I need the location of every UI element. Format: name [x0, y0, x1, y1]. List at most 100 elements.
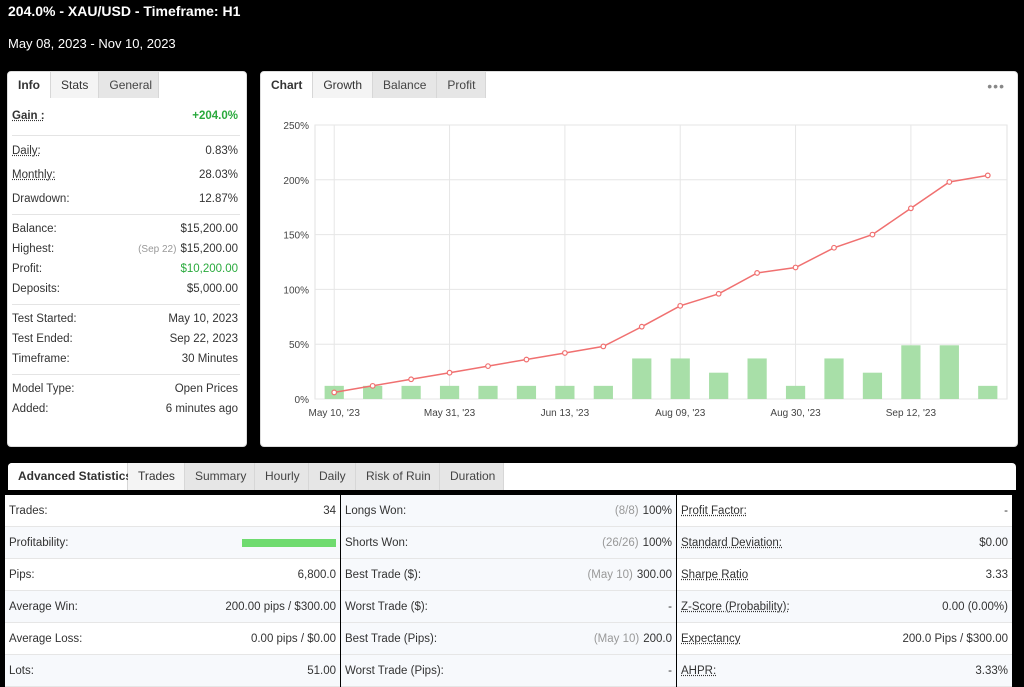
model-type-value: Open Prices	[175, 383, 238, 395]
tab-daily[interactable]: Daily	[309, 463, 356, 490]
deposits-label: Deposits:	[12, 283, 187, 295]
y-tick-label: 250%	[283, 121, 309, 132]
tab-advanced-statistics[interactable]: Advanced Statistics	[8, 463, 128, 490]
stat-row-best-trade: Best Trade ($): (May 10) 300.00	[341, 559, 676, 591]
stat-row-z-score-probability: Z-Score (Probability): 0.00 (0.00%)	[677, 591, 1012, 623]
tab-stats[interactable]: Stats	[51, 72, 99, 98]
info-row-highest: Highest: (Sep 22) $15,200.00	[12, 239, 238, 259]
stat-note: (May 10)	[594, 633, 639, 645]
stat-value: 3.33	[986, 569, 1008, 581]
tab-hourly[interactable]: Hourly	[255, 463, 309, 490]
chart-bar	[978, 386, 997, 399]
tab-balance[interactable]: Balance	[373, 72, 437, 98]
model-type-label: Model Type:	[12, 383, 175, 395]
stat-value: -	[668, 665, 672, 677]
tab-growth[interactable]: Growth	[313, 72, 373, 98]
x-tick-label: May 31, '23	[424, 408, 476, 419]
test-ended-value: Sep 22, 2023	[170, 333, 238, 345]
stat-value: 100%	[643, 505, 672, 517]
test-ended-label: Test Ended:	[12, 333, 170, 345]
test-started-label: Test Started:	[12, 313, 168, 325]
stats-column-2: Longs Won: (8/8) 100% Shorts Won: (26/26) 100…	[341, 495, 676, 687]
info-row-timeframe: Timeframe: 30 Minutes	[12, 349, 238, 369]
info-row-test-ended: Test Ended: Sep 22, 2023	[12, 329, 238, 349]
growth-point	[716, 291, 721, 296]
tab-summary[interactable]: Summary	[185, 463, 255, 490]
stat-value: -	[668, 601, 672, 613]
gain-label: Gain :	[12, 110, 192, 122]
stat-value: 0.00 (0.00%)	[942, 601, 1008, 613]
stat-row-average-win: Average Win: 200.00 pips / $300.00	[5, 591, 340, 623]
test-started-value: May 10, 2023	[168, 313, 238, 325]
chart-bar	[478, 386, 497, 399]
chart-tabs: Chart Growth Balance Profit	[261, 72, 1017, 98]
chart-bar	[555, 386, 574, 399]
info-row-balance: Balance: $15,200.00	[12, 219, 238, 239]
stat-row-sharpe-ratio: Sharpe Ratio 3.33	[677, 559, 1012, 591]
date-range: May 08, 2023 - Nov 10, 2023	[8, 36, 176, 51]
growth-point	[563, 351, 568, 356]
stat-value: 200.0 Pips / $300.00	[903, 633, 1009, 645]
stat-label: Expectancy	[681, 633, 903, 645]
profitability-bar	[242, 539, 336, 547]
x-tick-label: Jun 13, '23	[541, 408, 590, 419]
growth-point	[985, 173, 990, 178]
growth-point	[447, 370, 452, 375]
tab-general[interactable]: General	[99, 72, 159, 98]
profit-value: $10,200.00	[180, 263, 238, 275]
chart-bar	[748, 358, 767, 399]
stat-row-worst-trade: Worst Trade ($): -	[341, 591, 676, 623]
stat-label: Average Loss:	[9, 633, 251, 645]
chart-bar	[440, 386, 459, 399]
info-tabs: Info Stats General	[8, 72, 246, 98]
chart-bar	[402, 386, 421, 399]
info-row-gain: Gain : +204.0%	[12, 106, 238, 126]
info-row-daily: Daily: 0.83%	[12, 141, 238, 161]
stats-column-1: Trades: 34 Profitability: Pips: 6,800.0 Avera…	[5, 495, 340, 687]
stat-row-ahpr: AHPR: 3.33%	[677, 655, 1012, 687]
y-tick-label: 50%	[289, 340, 309, 351]
tab-risk-of-ruin[interactable]: Risk of Ruin	[356, 463, 440, 490]
tab-trades[interactable]: Trades	[128, 463, 185, 490]
stat-label: Sharpe Ratio	[681, 569, 986, 581]
x-tick-label: May 10, '23	[309, 408, 361, 419]
stat-label: Best Trade (Pips):	[345, 633, 594, 645]
growth-point	[486, 364, 491, 369]
tab-profit[interactable]: Profit	[437, 72, 486, 98]
growth-chart: 0%50%100%150%200%250%May 10, '23 May 31, …	[261, 100, 1017, 446]
highest-value: $15,200.00	[180, 243, 238, 255]
stat-value: 0.00 pips / $0.00	[251, 633, 336, 645]
stat-label: Pips:	[9, 569, 298, 581]
x-tick-label: Aug 30, '23	[770, 408, 821, 419]
balance-value: $15,200.00	[180, 223, 238, 235]
stat-label: Shorts Won:	[345, 537, 602, 549]
stat-label: Profitability:	[9, 537, 242, 549]
y-tick-label: 150%	[283, 231, 309, 242]
stat-row-average-loss: Average Loss: 0.00 pips / $0.00	[5, 623, 340, 655]
stat-row-longs-won: Longs Won: (8/8) 100%	[341, 495, 676, 527]
stat-row-expectancy: Expectancy 200.0 Pips / $300.00	[677, 623, 1012, 655]
stat-note: (May 10)	[587, 569, 632, 581]
chart-bar	[594, 386, 613, 399]
tab-duration[interactable]: Duration	[440, 463, 504, 490]
stat-value: 200.00 pips / $300.00	[225, 601, 336, 613]
daily-label: Daily:	[12, 145, 205, 157]
y-tick-label: 100%	[283, 285, 309, 296]
chart-bar	[517, 386, 536, 399]
drawdown-label: Drawdown:	[12, 193, 199, 205]
stat-value: 34	[323, 505, 336, 517]
stat-value: 6,800.0	[298, 569, 336, 581]
tab-info[interactable]: Info	[8, 72, 51, 98]
stats-column-3: Profit Factor: - Standard Deviation: $0.00 S…	[677, 495, 1012, 687]
tab-chart[interactable]: Chart	[261, 72, 313, 98]
more-menu-icon[interactable]: •••	[987, 78, 1005, 94]
stat-row-trades: Trades: 34	[5, 495, 340, 527]
growth-point	[370, 384, 375, 389]
growth-point	[524, 357, 529, 362]
stat-value: 300.00	[637, 569, 672, 581]
advanced-stats-tabs: Advanced Statistics Trades Summary Hourl…	[8, 463, 1016, 490]
stat-row-pips: Pips: 6,800.0	[5, 559, 340, 591]
stat-value: -	[1004, 505, 1008, 517]
stat-label: Lots:	[9, 665, 307, 677]
stat-row-shorts-won: Shorts Won: (26/26) 100%	[341, 527, 676, 559]
